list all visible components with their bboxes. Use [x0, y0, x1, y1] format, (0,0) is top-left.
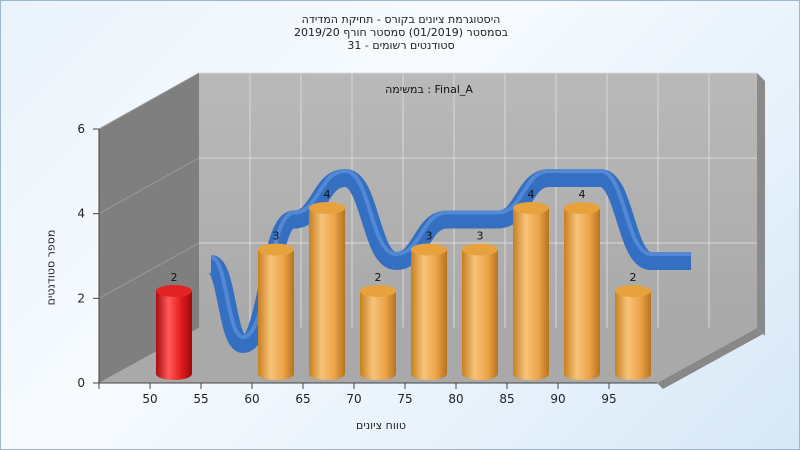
data-label: 4: [324, 188, 331, 201]
y-tick-label: 4: [77, 207, 85, 221]
grid-lines: [98, 72, 757, 328]
bar-top: [462, 243, 498, 256]
chart-title-line-3: סטודנטים רשומים - 31: [347, 39, 455, 52]
chart-title-line-1: היסטוגרמת ציונים בקורס - תחיקת המדידה: [301, 13, 501, 26]
y-tick-label: 0: [77, 376, 85, 390]
bar: [411, 249, 447, 380]
data-label: 2: [630, 271, 637, 284]
data-label: 4: [579, 188, 586, 201]
grid-line-side: [98, 72, 200, 130]
y-axis-label: מספר סטודנטים: [44, 229, 58, 306]
y-tick-label: 6: [77, 122, 85, 136]
grid-line-side: [98, 157, 200, 215]
bar-top: [360, 285, 396, 297]
x-axis-label: טווח ציונים: [356, 419, 406, 432]
chart-title-line-2: בסמסטר (01/2019) סמסטר חורף 2019/20: [294, 26, 508, 39]
bar-top: [411, 243, 447, 256]
data-labels: 2 3 4 2 3 3 4 4 2: [171, 188, 637, 284]
data-label: 3: [273, 230, 280, 243]
data-label: 2: [375, 271, 382, 284]
axes: 0 2 4 6 50 55 60 65 70 75 80 85 90 95: [77, 122, 657, 406]
x-tick-label: 60: [244, 392, 259, 406]
bar-top: [615, 285, 651, 297]
bar: [156, 291, 192, 380]
bar-top: [513, 202, 549, 214]
bar: [564, 208, 600, 380]
x-tick-label: 95: [601, 392, 616, 406]
bar-top: [309, 202, 345, 214]
bar-top: [258, 243, 294, 256]
x-tick-label: 75: [397, 392, 412, 406]
bar: [309, 208, 345, 380]
bar-top: [564, 202, 600, 214]
x-tick-label: 80: [448, 392, 463, 406]
grid-line-side: [98, 242, 200, 299]
floor-edge: [657, 328, 763, 389]
x-tick-label: 85: [499, 392, 514, 406]
x-tick-label: 90: [550, 392, 565, 406]
bar: [615, 291, 651, 380]
bar: [513, 208, 549, 380]
bar: [462, 249, 498, 380]
bar: [360, 291, 396, 380]
back-wall-shadow: [757, 73, 765, 336]
data-label: 3: [477, 230, 484, 243]
chart-subtitle: במשימה : Final_A: [385, 83, 473, 96]
x-tick-label: 55: [193, 392, 208, 406]
y-tick-label: 2: [77, 291, 85, 305]
bar-top: [156, 285, 192, 297]
bars: [156, 202, 651, 380]
data-label: 3: [426, 230, 433, 243]
data-label: 2: [171, 271, 178, 284]
x-tick-label: 65: [295, 392, 310, 406]
x-tick-label: 70: [346, 392, 361, 406]
bar: [258, 249, 294, 380]
x-tick-label: 50: [142, 392, 157, 406]
data-label: 4: [528, 188, 535, 201]
